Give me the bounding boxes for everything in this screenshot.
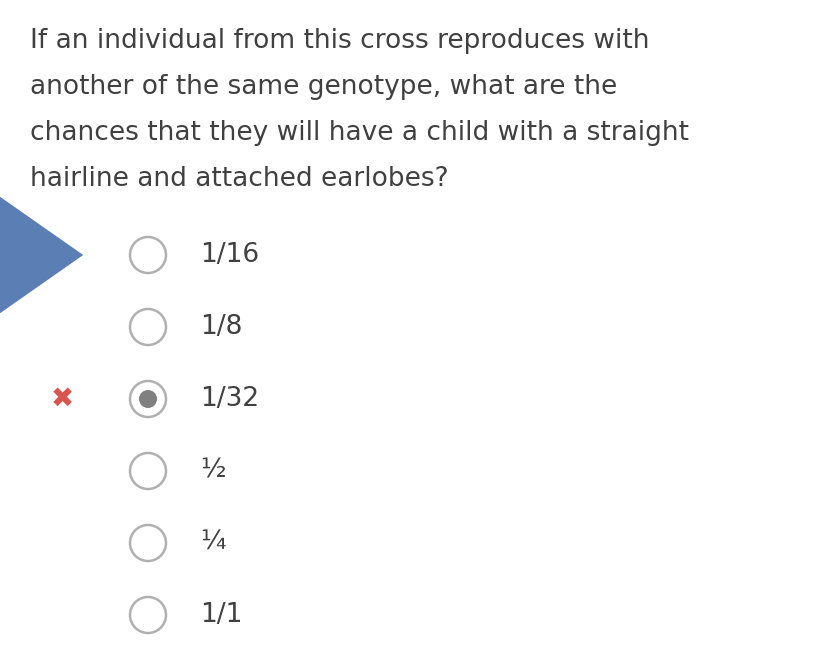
Ellipse shape bbox=[139, 390, 157, 408]
Text: 1/1: 1/1 bbox=[200, 602, 242, 628]
Text: another of the same genotype, what are the: another of the same genotype, what are t… bbox=[30, 74, 616, 100]
Text: chances that they will have a child with a straight: chances that they will have a child with… bbox=[30, 120, 688, 146]
Text: ½: ½ bbox=[200, 458, 225, 484]
Text: 1/16: 1/16 bbox=[200, 242, 259, 268]
Text: ¼: ¼ bbox=[200, 530, 225, 556]
Text: ✖: ✖ bbox=[50, 385, 74, 413]
Text: 1/8: 1/8 bbox=[200, 314, 242, 340]
Text: If an individual from this cross reproduces with: If an individual from this cross reprodu… bbox=[30, 28, 648, 54]
Text: hairline and attached earlobes?: hairline and attached earlobes? bbox=[30, 166, 448, 192]
Text: 1/32: 1/32 bbox=[200, 386, 259, 412]
